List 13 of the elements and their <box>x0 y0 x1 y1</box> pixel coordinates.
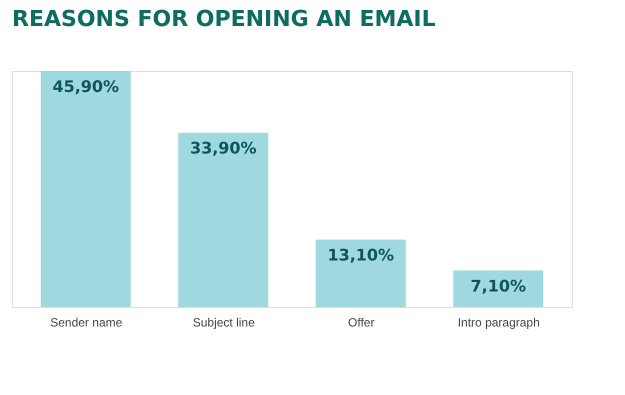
bar <box>40 71 131 307</box>
data-label: 33,90% <box>190 138 257 158</box>
chart-title: REASONS FOR OPENING AN EMAIL <box>12 7 436 32</box>
bar <box>453 270 544 307</box>
x-tick-label: Subject line <box>192 316 256 330</box>
x-tick-label: Sender name <box>50 316 123 330</box>
data-label: 13,10% <box>327 246 394 265</box>
x-tick-label: Intro paragraph <box>458 316 540 330</box>
x-tick-label: Offer <box>348 316 374 330</box>
data-label: 7,10% <box>470 276 526 296</box>
bar <box>316 240 406 307</box>
bar <box>178 132 268 307</box>
data-label: 45,90% <box>52 77 120 96</box>
